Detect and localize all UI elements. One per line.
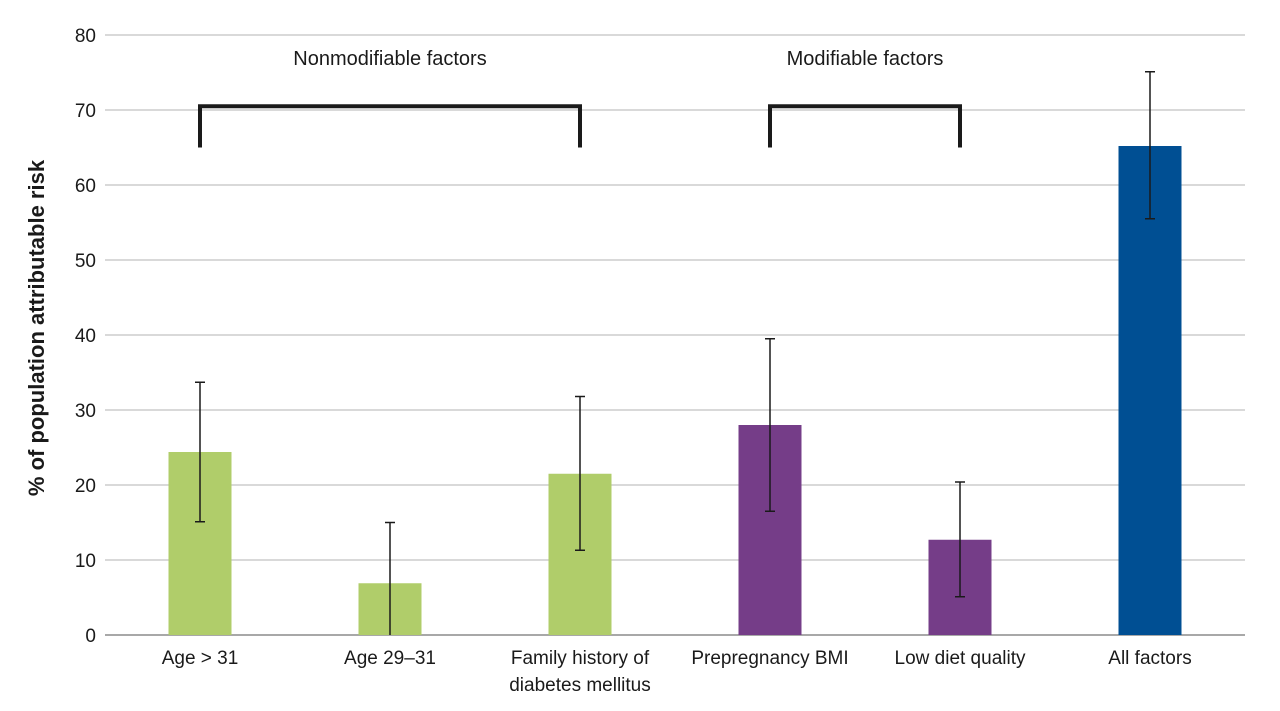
group-bracket: [198, 104, 582, 148]
x-category-label: Family history of: [511, 648, 650, 669]
bars: [168, 146, 1182, 635]
y-tick-label: 50: [75, 251, 96, 272]
y-tick-label: 30: [75, 401, 96, 422]
y-tick-label: 20: [75, 476, 96, 497]
bar: [1118, 146, 1182, 635]
group-brackets: Nonmodifiable factors Modifiable factors: [198, 48, 962, 148]
gridlines: [105, 34, 1245, 636]
x-category-label: All factors: [1108, 648, 1191, 669]
group-label: Modifiable factors: [787, 48, 944, 70]
x-category-label: Low diet quality: [895, 648, 1026, 669]
x-category-label: Age > 31: [162, 648, 239, 669]
y-tick-label: 60: [75, 176, 96, 197]
x-category-label: Prepregnancy BMI: [691, 648, 848, 669]
group-label: Nonmodifiable factors: [293, 48, 486, 70]
y-tick-label: 10: [75, 551, 96, 572]
x-axis-labels: Age > 31 Age 29–31 Family history of diabet…: [162, 648, 1192, 696]
y-tick-label: 70: [75, 101, 96, 122]
y-tick-label: 40: [75, 326, 96, 347]
x-category-label: Age 29–31: [344, 648, 436, 669]
error-bars: [195, 71, 1155, 635]
group-bracket: [768, 104, 962, 148]
x-category-label: diabetes mellitus: [509, 675, 651, 696]
y-tick-label: 80: [75, 26, 96, 47]
y-axis-title: % of population attributable risk: [24, 159, 49, 496]
y-tick-label: 0: [85, 626, 96, 647]
y-axis-ticks: 0 10 20 30 40 50 60 70 80: [75, 26, 96, 647]
